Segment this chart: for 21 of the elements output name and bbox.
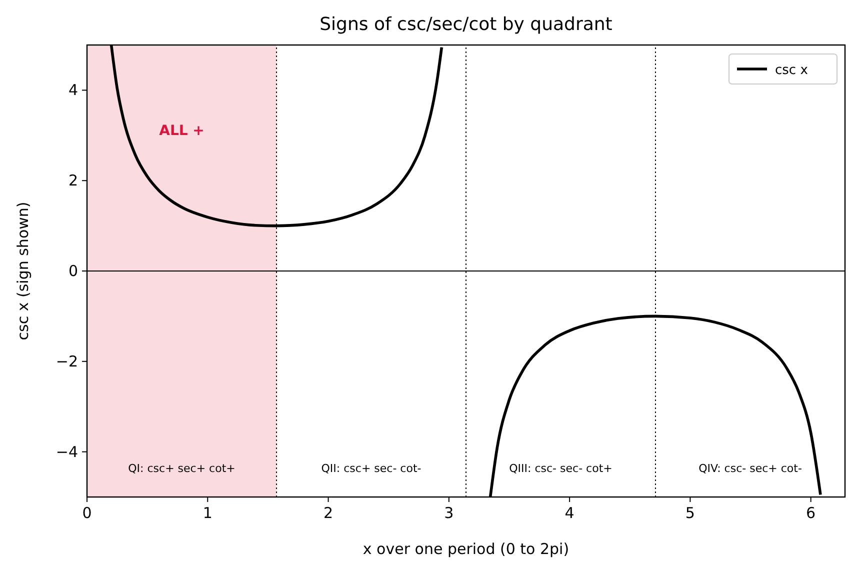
y-tick-label: −4: [56, 442, 78, 461]
x-tick-label: 6: [806, 504, 816, 522]
band-label: ALL +: [159, 123, 204, 139]
x-tick-label: 0: [82, 504, 92, 522]
x-tick-label: 3: [444, 504, 454, 522]
y-tick-label: 4: [68, 81, 78, 100]
annotation: QI: csc+ sec+ cot+: [128, 462, 236, 475]
y-tick-label: −2: [56, 352, 78, 370]
x-tick-label: 1: [202, 504, 212, 522]
annotation: QII: csc+ sec- cot-: [321, 462, 422, 475]
y-tick-label: 2: [68, 172, 78, 190]
annotation: QIV: csc- sec+ cot-: [698, 462, 802, 475]
x-tick-label: 2: [324, 504, 334, 522]
legend-label: csc x: [775, 63, 808, 78]
x-axis-title: x over one period (0 to 2pi): [362, 540, 570, 558]
y-tick-label: 0: [68, 262, 78, 280]
chart-title: Signs of csc/sec/cot by quadrant: [320, 14, 612, 35]
x-tick-label: 5: [685, 504, 695, 522]
y-axis-title: csc x (sign shown): [14, 202, 32, 340]
x-tick-label: 4: [564, 504, 574, 522]
annotation: QIII: csc- sec- cot+: [509, 462, 612, 475]
